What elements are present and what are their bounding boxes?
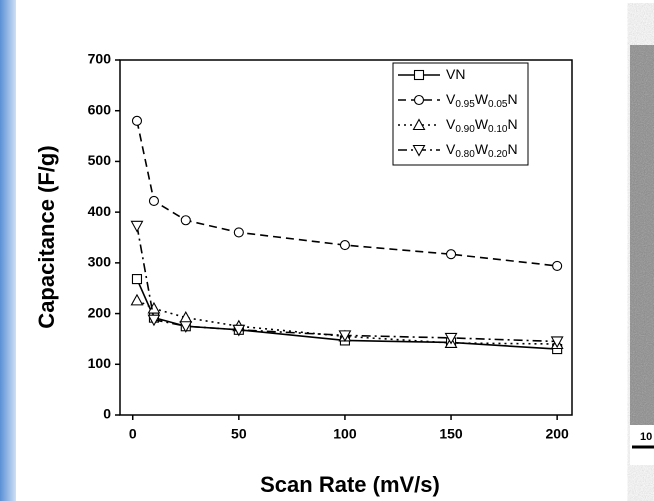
y-tick-label: 0: [103, 406, 111, 422]
marker: [180, 215, 191, 226]
legend-label-part: W: [475, 116, 489, 132]
scale-label: 10: [640, 431, 652, 443]
marker: [131, 274, 143, 285]
marker: [130, 293, 144, 306]
legend-label: VN: [446, 66, 465, 82]
marker: [339, 240, 350, 251]
legend-label-part: VN: [446, 66, 465, 82]
marker: [148, 195, 160, 207]
legend-label-part: N: [508, 116, 518, 132]
y-tick-label: 700: [88, 51, 112, 67]
scale-box: [630, 425, 654, 465]
y-tick-label: 100: [88, 355, 112, 371]
marker: [444, 332, 458, 345]
y-tick-label: 400: [88, 203, 112, 219]
legend-label-part: 0.05: [488, 99, 508, 110]
x-tick-label: 0: [129, 426, 137, 442]
marker: [233, 227, 244, 238]
micrograph-texture: [630, 45, 654, 465]
y-axis-title: Capacitance (F/g): [34, 145, 59, 328]
legend-label-part: 0.80: [455, 149, 475, 160]
legend-label-part: N: [508, 91, 518, 107]
marker: [412, 144, 426, 157]
marker: [179, 321, 193, 333]
marker: [131, 115, 143, 126]
legend-label: V0.80W0.20N: [446, 141, 518, 160]
legend-label-part: 0.10: [488, 124, 508, 135]
legend-label-part: 0.95: [455, 99, 475, 110]
y-tick-label: 500: [88, 152, 112, 168]
y-tick-label: 300: [88, 254, 112, 270]
marker: [130, 220, 144, 233]
y-tick-label: 600: [88, 101, 112, 117]
marker: [338, 330, 352, 343]
y-tick-label: 200: [88, 304, 112, 320]
x-tick-label: 150: [439, 426, 463, 442]
marker: [147, 314, 161, 327]
x-axis-title: Scan Rate (mV/s): [260, 472, 440, 497]
legend-label-part: V: [446, 91, 456, 107]
plot-frame: [119, 59, 573, 416]
x-tick-label: 200: [545, 426, 569, 442]
legend-label-part: V: [446, 141, 456, 157]
marker: [232, 324, 246, 337]
legend-label-part: W: [475, 91, 489, 107]
marker: [550, 336, 564, 349]
x-tick-label: 100: [333, 426, 357, 442]
legend-label-part: 0.90: [455, 124, 475, 135]
legend-label-part: W: [475, 141, 489, 157]
x-tick-label: 50: [231, 426, 247, 442]
legend-label: V0.90W0.10N: [446, 116, 518, 135]
legend-label-part: 0.20: [488, 149, 508, 160]
side-strip: [0, 0, 16, 501]
marker: [413, 94, 425, 106]
legend-label-part: V: [446, 116, 456, 132]
marker: [445, 249, 457, 260]
legend-label: V0.95W0.05N: [446, 91, 518, 110]
marker: [412, 118, 426, 131]
marker: [413, 69, 425, 81]
marker: [552, 260, 563, 271]
legend-label-part: N: [508, 141, 518, 157]
